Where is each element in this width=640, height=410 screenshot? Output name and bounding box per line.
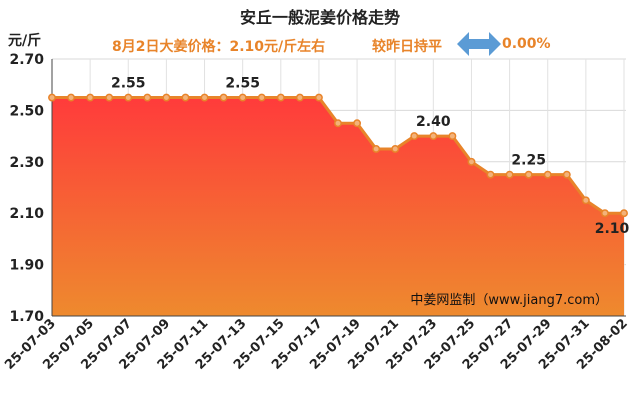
compare-text: 较昨日持平 [372,39,442,55]
data-point [391,145,400,153]
data-point [600,209,609,218]
data-point [105,93,114,102]
data-point [372,145,381,153]
data-point [562,170,571,179]
data-point [276,93,285,102]
data-point [295,93,304,102]
data-point [67,93,76,102]
area-fill [52,97,624,316]
data-label: 2.10 [595,221,630,237]
data-label: 2.40 [416,114,451,130]
y-tick-label: 2.70 [9,52,44,68]
data-point [467,157,476,166]
data-point [505,170,514,179]
y-tick-label: 2.10 [9,206,44,222]
data-point [581,196,590,205]
data-point [124,93,133,102]
data-point [410,132,419,141]
y-tick-label: 1.70 [9,309,44,325]
y-tick-labels: 1.70 1.90 2.10 2.30 2.50 2.70 [9,52,44,325]
data-point [143,93,152,102]
data-point [257,93,266,102]
data-points [48,93,628,218]
data-point [524,170,533,179]
double-arrow-icon [457,32,501,56]
data-point [486,170,495,179]
data-label: 2.25 [511,153,546,169]
data-labels: 2.55 2.55 2.40 2.25 2.10 [111,76,630,238]
x-tick-labels: 25-07-0325-07-0525-07-0725-07-0925-07-11… [2,316,631,373]
data-point [181,93,190,102]
data-label: 2.55 [225,76,260,92]
data-point [429,132,438,141]
axes [51,59,626,317]
data-point [334,119,342,128]
chart-title: 安丘一般泥姜价格走势 [239,8,400,27]
y-axis-unit: 元/斤 [8,33,42,49]
data-point [200,93,209,102]
watermark: 中姜网监制（www.jiang7.com） [410,293,608,308]
y-tick-label: 1.90 [9,258,44,274]
data-point [543,170,552,179]
change-percent: 0.00% [502,36,551,52]
data-point [238,93,247,102]
data-point [48,93,56,102]
price-summary: 8月2日大姜价格：2.10元/斤左右 [112,39,326,55]
data-point [448,132,457,141]
data-point [162,93,171,102]
data-point [219,93,228,102]
data-point [86,93,95,102]
data-point [620,209,628,218]
data-point [353,119,362,128]
data-label: 2.55 [111,76,146,92]
y-tick-label: 2.50 [9,103,44,119]
data-point [314,93,323,102]
y-tick-label: 2.30 [9,155,44,171]
